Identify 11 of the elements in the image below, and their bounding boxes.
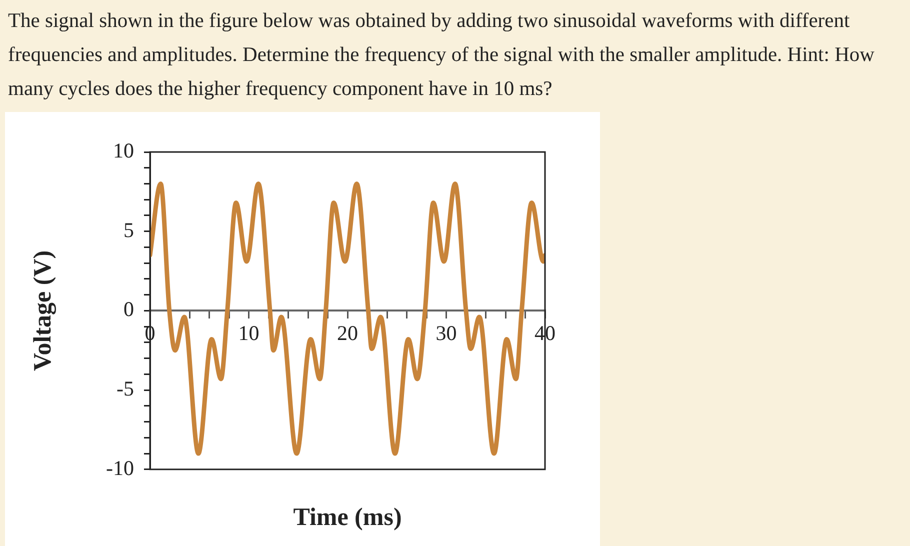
- y-tick-label: 10: [113, 138, 134, 163]
- x-axis-title: Time (ms): [292, 504, 403, 532]
- x-tick-label: 10: [238, 320, 260, 345]
- y-tick-label: -5: [116, 376, 134, 401]
- chart-title: The signal shown in the figure below was obtained by adding two sinusoidal waveforms with different frequencies and amplitudes. Determine the frequency of the signal with the smaller amplitude. Hint: How many cycles does the higher frequency component have in 10 ms?: [8, 9, 876, 102]
- y-tick-label: 0: [124, 297, 134, 322]
- x-tick-label: 20: [337, 320, 358, 345]
- y-axis-title: Voltage (V): [29, 250, 56, 371]
- y-tick-label: -10: [106, 456, 134, 480]
- x-tick-label: 30: [436, 320, 457, 345]
- y-tick-label: 5: [124, 218, 134, 242]
